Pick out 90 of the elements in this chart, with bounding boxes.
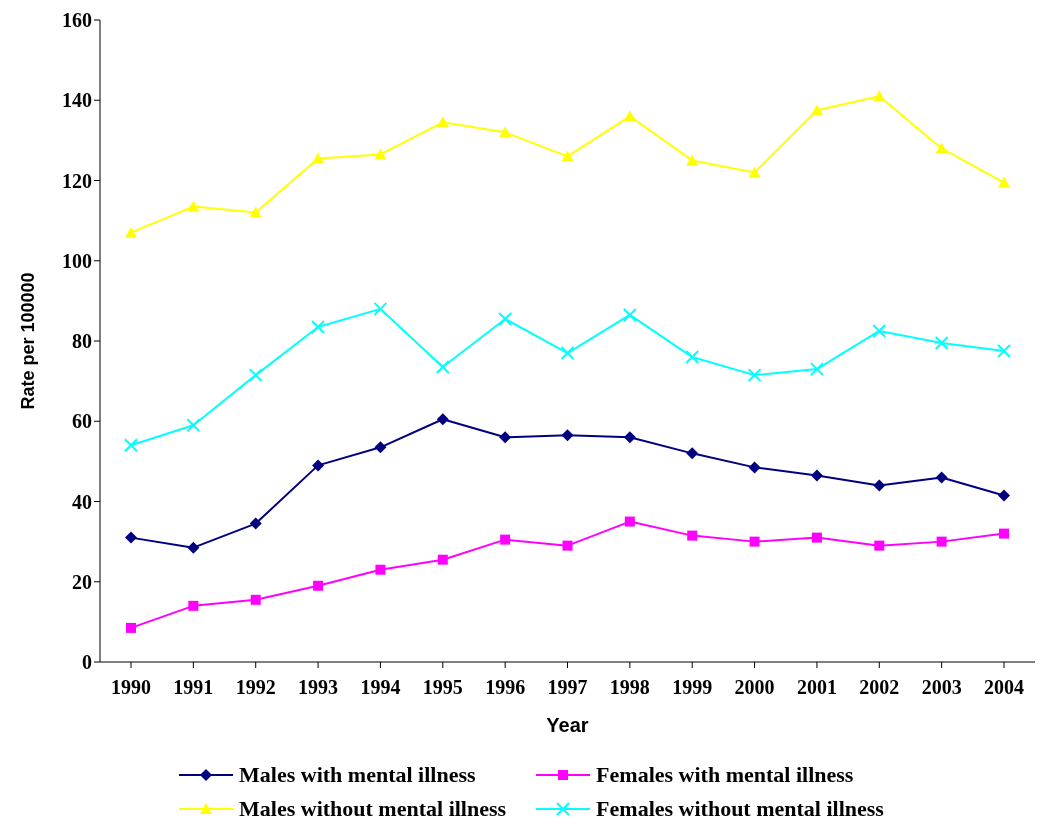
- point: [562, 540, 573, 551]
- point: [936, 536, 947, 547]
- point: [624, 516, 635, 527]
- point: [374, 441, 387, 454]
- y-tick-label: 160: [62, 9, 92, 32]
- legend-label: Males with mental illness: [239, 762, 476, 788]
- x-tick-label: 1999: [672, 676, 713, 699]
- y-tick-label: 40: [72, 490, 92, 513]
- point: [249, 517, 262, 530]
- point: [685, 350, 700, 365]
- x-tick-label: 1990: [111, 676, 151, 699]
- y-tick-label: 120: [62, 169, 92, 192]
- point: [250, 594, 261, 605]
- point: [686, 447, 699, 460]
- x-tick-label: 1991: [173, 676, 214, 699]
- point: [748, 166, 761, 178]
- x-tick-label: 2003: [921, 676, 962, 699]
- point: [499, 126, 512, 138]
- point: [749, 536, 760, 547]
- point: [997, 344, 1011, 359]
- point: [313, 580, 324, 591]
- point: [126, 622, 136, 633]
- point: [999, 528, 1009, 539]
- point: [935, 471, 948, 484]
- point: [125, 531, 137, 544]
- point: [375, 564, 386, 575]
- point: [437, 554, 448, 565]
- point: [498, 311, 513, 326]
- x-tick-label: 1997: [547, 676, 588, 699]
- x-tick-label: 1992: [235, 676, 276, 699]
- point: [934, 336, 949, 351]
- point: [561, 150, 574, 162]
- point: [810, 104, 823, 116]
- point: [312, 152, 325, 164]
- x-tick-label: 1996: [485, 676, 526, 699]
- point: [373, 301, 388, 316]
- point: [249, 206, 262, 218]
- point: [874, 540, 885, 551]
- point: [686, 154, 699, 166]
- point: [187, 200, 200, 212]
- point: [748, 461, 761, 474]
- point: [436, 413, 449, 426]
- point: [622, 307, 637, 322]
- point: [623, 110, 636, 122]
- point: [187, 541, 200, 554]
- x-tick-label: 1995: [422, 676, 463, 699]
- y-axis-title: Rate per 100000: [18, 272, 39, 410]
- point: [998, 489, 1010, 502]
- legend-label: Males without mental illness: [239, 796, 507, 822]
- point: [872, 323, 887, 338]
- legend-label: Females without mental illness: [596, 796, 884, 822]
- point: [810, 469, 823, 482]
- x-tick-label: 2002: [859, 676, 900, 699]
- point: [499, 431, 512, 444]
- point: [500, 534, 511, 545]
- x-tick-label: 2001: [796, 676, 837, 699]
- point: [311, 319, 326, 334]
- point: [248, 368, 263, 383]
- x-tick-label: 2000: [734, 676, 775, 699]
- point: [560, 346, 575, 361]
- point: [374, 148, 387, 160]
- y-tick-label: 140: [62, 89, 92, 112]
- y-tick-label: 60: [72, 410, 92, 433]
- y-tick-label: 100: [62, 249, 92, 272]
- y-tick-label: 0: [82, 651, 92, 674]
- point: [124, 438, 138, 453]
- point: [873, 479, 886, 492]
- point: [811, 532, 822, 543]
- point: [436, 116, 449, 128]
- point: [435, 360, 450, 375]
- point: [186, 418, 201, 433]
- x-tick-label: 2004: [984, 676, 1024, 699]
- point: [747, 368, 762, 383]
- point: [312, 459, 325, 472]
- point: [561, 429, 574, 442]
- x-tick-label: 1998: [609, 676, 650, 699]
- x-axis-title: Year: [546, 714, 589, 736]
- point: [687, 530, 698, 541]
- point: [809, 362, 824, 377]
- point: [623, 431, 636, 444]
- point: [188, 600, 199, 611]
- point: [125, 226, 137, 238]
- x-tick-label: 1994: [360, 676, 401, 699]
- point: [998, 176, 1010, 188]
- legend-label: Females with mental illness: [596, 762, 854, 788]
- point: [935, 142, 948, 154]
- point: [873, 90, 886, 102]
- x-tick-label: 1993: [298, 676, 339, 699]
- y-tick-label: 20: [72, 570, 92, 593]
- y-tick-label: 80: [72, 330, 92, 353]
